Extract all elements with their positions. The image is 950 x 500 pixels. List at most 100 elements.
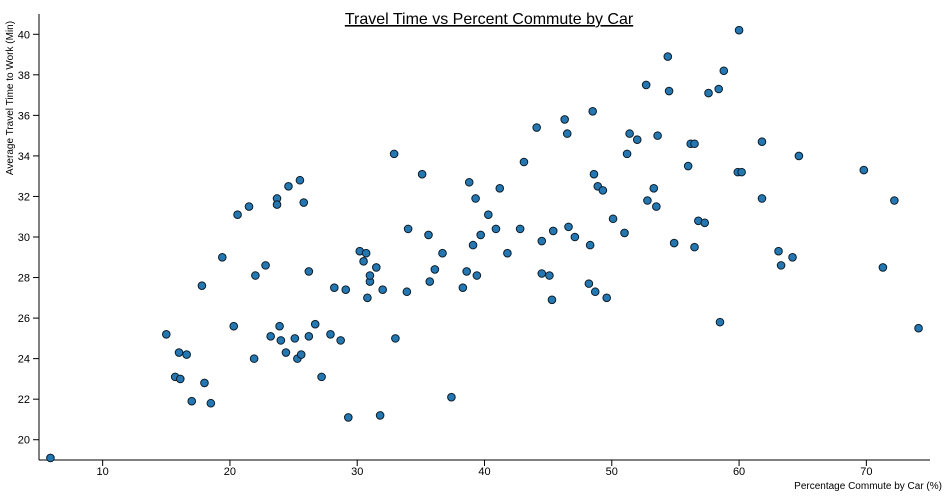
y-tick-label: 30 bbox=[18, 232, 30, 244]
y-tick-label: 40 bbox=[18, 29, 30, 41]
data-point bbox=[359, 257, 368, 266]
y-axis: 20 22 24 26 28 30 32 34 36 38 40 bbox=[18, 14, 40, 460]
data-point bbox=[261, 261, 270, 270]
x-tick-label: 20 bbox=[224, 466, 236, 478]
data-point bbox=[503, 248, 512, 258]
data-point bbox=[914, 323, 923, 333]
data-point bbox=[200, 378, 209, 388]
data-point bbox=[560, 115, 569, 124]
data-point bbox=[187, 396, 197, 406]
data-point bbox=[365, 271, 375, 280]
y-axis-title: Average Travel Time to Work (Min) bbox=[5, 21, 16, 175]
y-tick-label: 38 bbox=[18, 70, 30, 82]
data-point bbox=[272, 200, 282, 209]
data-point bbox=[430, 265, 440, 274]
data-point bbox=[859, 165, 869, 175]
data-point bbox=[734, 25, 744, 35]
data-point bbox=[281, 348, 291, 357]
data-point bbox=[602, 293, 611, 303]
data-point bbox=[515, 224, 525, 234]
data-point bbox=[519, 157, 529, 167]
data-point bbox=[683, 161, 693, 171]
data-point bbox=[447, 392, 456, 402]
data-point bbox=[715, 317, 725, 327]
y-tick-label: 24 bbox=[18, 354, 30, 366]
x-tick-label: 10 bbox=[97, 466, 109, 478]
data-point bbox=[375, 411, 385, 420]
data-point bbox=[206, 398, 216, 408]
data-point bbox=[547, 295, 557, 305]
data-point bbox=[295, 175, 305, 185]
data-point bbox=[341, 285, 351, 295]
data-point bbox=[462, 267, 471, 276]
data-point bbox=[562, 129, 572, 138]
data-point bbox=[174, 348, 184, 357]
data-point bbox=[372, 263, 381, 272]
y-tick-label: 22 bbox=[18, 394, 30, 406]
data-point bbox=[182, 350, 191, 359]
data-point bbox=[471, 194, 480, 203]
data-point bbox=[532, 123, 541, 132]
data-point bbox=[584, 279, 594, 288]
data-point bbox=[233, 210, 242, 219]
data-point bbox=[622, 149, 632, 159]
y-tick-label: 32 bbox=[18, 191, 30, 203]
data-point bbox=[700, 218, 710, 228]
x-axis-title: Percentage Commute by Car (%) bbox=[794, 481, 942, 492]
data-point bbox=[641, 80, 651, 90]
data-point bbox=[608, 214, 618, 224]
data-point bbox=[643, 196, 652, 205]
data-point bbox=[197, 281, 207, 290]
data-point bbox=[299, 198, 309, 207]
data-point bbox=[378, 285, 387, 295]
y-tick-label: 28 bbox=[18, 273, 30, 285]
data-point bbox=[317, 372, 326, 382]
data-point bbox=[537, 236, 547, 246]
data-point bbox=[244, 202, 254, 211]
data-point bbox=[458, 283, 468, 292]
data-point bbox=[438, 248, 447, 258]
data-point bbox=[491, 224, 501, 234]
data-point bbox=[737, 167, 746, 177]
data-point bbox=[304, 267, 314, 276]
data-point bbox=[548, 226, 558, 236]
data-point bbox=[774, 246, 783, 256]
data-point bbox=[719, 66, 729, 76]
data-point bbox=[249, 354, 259, 363]
data-point bbox=[424, 230, 433, 240]
data-point bbox=[757, 194, 767, 203]
data-point bbox=[251, 271, 260, 280]
data-point bbox=[403, 224, 413, 234]
data-point bbox=[468, 240, 478, 250]
y-tick-label: 34 bbox=[18, 151, 30, 163]
data-point bbox=[472, 271, 482, 280]
data-point bbox=[417, 169, 427, 179]
data-point bbox=[664, 86, 674, 96]
data-point bbox=[564, 222, 573, 232]
data-point bbox=[484, 210, 493, 219]
data-point bbox=[275, 321, 284, 331]
data-points bbox=[46, 25, 923, 463]
data-point bbox=[585, 240, 595, 250]
data-point bbox=[590, 287, 600, 297]
data-point bbox=[669, 238, 679, 248]
data-point bbox=[794, 151, 804, 161]
data-point bbox=[545, 271, 554, 280]
x-tick-label: 70 bbox=[860, 466, 872, 478]
data-point bbox=[266, 332, 275, 341]
data-point bbox=[598, 186, 608, 195]
data-point bbox=[464, 177, 474, 187]
data-point bbox=[161, 330, 171, 339]
x-tick-label: 40 bbox=[478, 466, 490, 478]
data-point bbox=[620, 228, 629, 238]
data-point bbox=[336, 336, 345, 345]
data-point bbox=[652, 202, 661, 211]
x-tick-label: 50 bbox=[606, 466, 618, 478]
data-point bbox=[476, 230, 485, 240]
data-point bbox=[425, 277, 435, 286]
data-point bbox=[175, 374, 185, 384]
data-point bbox=[310, 319, 320, 329]
data-point bbox=[537, 269, 547, 278]
x-tick-label: 60 bbox=[733, 466, 745, 478]
